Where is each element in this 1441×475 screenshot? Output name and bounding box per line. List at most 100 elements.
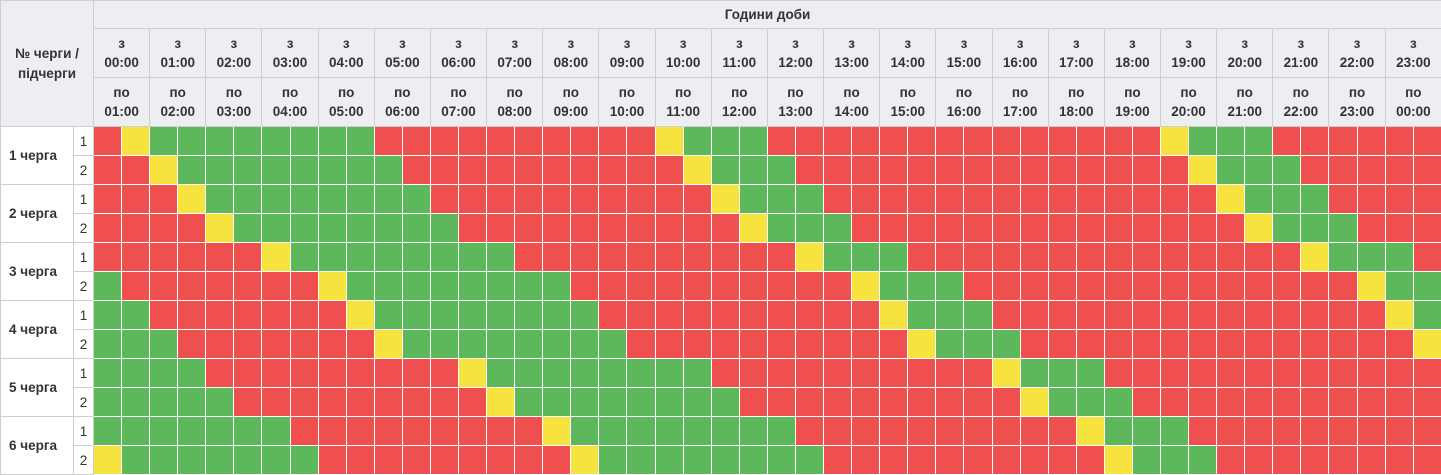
schedule-cell-on [234, 417, 262, 446]
to-time: 15:00 [880, 102, 935, 121]
to-prefix: по [768, 83, 823, 102]
schedule-cell-off [318, 446, 346, 475]
schedule-cell-off [1132, 272, 1160, 301]
to-time: 21:00 [1217, 102, 1272, 121]
schedule-cell-off [627, 330, 655, 359]
schedule-cell-on [402, 243, 430, 272]
schedule-cell-maybe [487, 388, 515, 417]
schedule-cell-on [1385, 272, 1413, 301]
schedule-cell-off [1189, 214, 1217, 243]
schedule-cell-off [1132, 214, 1160, 243]
schedule-cell-on [739, 417, 767, 446]
queue-label: 1 черга [1, 127, 74, 185]
to-time: 16:00 [936, 102, 991, 121]
schedule-cell-off [346, 330, 374, 359]
from-prefix: з [543, 34, 598, 53]
schedule-cell-off [599, 156, 627, 185]
schedule-cell-off [1076, 214, 1104, 243]
schedule-cell-off [1020, 330, 1048, 359]
schedule-cell-off [1132, 388, 1160, 417]
schedule-cell-off [1357, 388, 1385, 417]
schedule-cell-maybe [1301, 243, 1329, 272]
schedule-cell-on [206, 127, 234, 156]
schedule-cell-off [346, 417, 374, 446]
schedule-cell-off [1385, 185, 1413, 214]
schedule-cell-off [1329, 446, 1357, 475]
schedule-cell-maybe [992, 359, 1020, 388]
schedule-cell-off [1160, 156, 1188, 185]
schedule-cell-maybe [459, 359, 487, 388]
schedule-cell-off [571, 243, 599, 272]
schedule-cell-on [683, 359, 711, 388]
schedule-cell-off [852, 359, 880, 388]
schedule-cell-on [1160, 417, 1188, 446]
schedule-cell-maybe [1357, 272, 1385, 301]
schedule-cell-off [571, 272, 599, 301]
to-prefix: по [1329, 83, 1384, 102]
schedule-cell-on [290, 243, 318, 272]
schedule-cell-on [1020, 359, 1048, 388]
subqueue-label: 1 [74, 301, 94, 330]
from-prefix: з [319, 34, 374, 53]
schedule-cell-off [487, 127, 515, 156]
schedule-cell-on [459, 301, 487, 330]
schedule-cell-off [992, 272, 1020, 301]
schedule-cell-off [1301, 446, 1329, 475]
to-prefix: по [319, 83, 374, 102]
from-time: 08:00 [543, 53, 598, 72]
from-prefix: з [431, 34, 486, 53]
schedule-cell-off [1132, 243, 1160, 272]
schedule-cell-on [1273, 214, 1301, 243]
schedule-cell-on [346, 214, 374, 243]
schedule-cell-off [1076, 301, 1104, 330]
schedule-row: 2 [1, 446, 1441, 475]
schedule-cell-off [1189, 417, 1217, 446]
schedule-cell-on [94, 417, 122, 446]
schedule-cell-on [290, 185, 318, 214]
schedule-cell-on [711, 446, 739, 475]
schedule-cell-off [880, 359, 908, 388]
schedule-cell-maybe [795, 243, 823, 272]
schedule-cell-on [150, 388, 178, 417]
from-time: 20:00 [1217, 53, 1272, 72]
schedule-cell-off [824, 359, 852, 388]
schedule-cell-off [1385, 127, 1413, 156]
schedule-cell-off [1273, 127, 1301, 156]
schedule-cell-off [430, 388, 458, 417]
schedule-cell-off [234, 243, 262, 272]
schedule-cell-on [655, 417, 683, 446]
schedule-cell-on [234, 214, 262, 243]
schedule-cell-off [430, 185, 458, 214]
schedule-cell-off [992, 214, 1020, 243]
schedule-cell-off [402, 156, 430, 185]
schedule-cell-off [964, 214, 992, 243]
schedule-cell-off [122, 185, 150, 214]
schedule-cell-off [1132, 330, 1160, 359]
schedule-cell-on [290, 214, 318, 243]
schedule-cell-off [908, 243, 936, 272]
schedule-cell-off [1160, 214, 1188, 243]
schedule-cell-off [936, 127, 964, 156]
from-prefix: з [1273, 34, 1328, 53]
schedule-cell-on [346, 156, 374, 185]
schedule-cell-on [795, 214, 823, 243]
to-prefix: по [1273, 83, 1328, 102]
from-time: 04:00 [319, 53, 374, 72]
schedule-cell-off [1217, 243, 1245, 272]
schedule-cell-on [1048, 388, 1076, 417]
schedule-cell-on [234, 446, 262, 475]
schedule-cell-off [178, 214, 206, 243]
schedule-cell-off [655, 185, 683, 214]
schedule-cell-maybe [346, 301, 374, 330]
